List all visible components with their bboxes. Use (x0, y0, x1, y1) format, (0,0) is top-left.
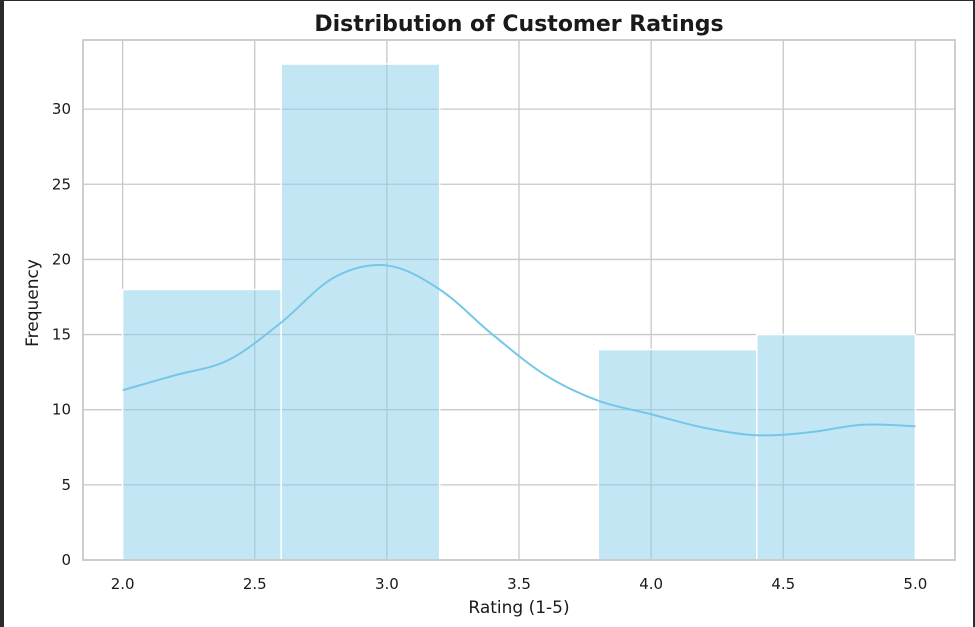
kde-curve-group (122, 263, 916, 437)
y-tick-label: 10 (52, 401, 71, 419)
histogram-bar (121, 288, 282, 561)
x-tick-label: 4.5 (771, 575, 795, 593)
y-tick-label: 30 (52, 100, 71, 118)
y-tick-label: 0 (61, 551, 71, 569)
y-tick-label: 15 (52, 326, 71, 344)
histogram-bars (121, 63, 917, 561)
y-tick-label: 20 (52, 250, 71, 268)
histogram-bar (280, 63, 441, 561)
x-tick-label: 4.0 (639, 575, 663, 593)
x-tick-label: 2.5 (243, 575, 267, 593)
kde-curve (122, 263, 916, 437)
histogram-bar (756, 333, 917, 561)
chart-title: Distribution of Customer Ratings (314, 12, 723, 37)
x-tick-label: 5.0 (903, 575, 927, 593)
x-tick-labels: 2.0 2.5 3.0 3.5 4.0 4.5 5.0 (111, 575, 928, 593)
y-tick-labels: 0 5 10 15 20 25 30 (52, 100, 71, 569)
x-tick-label: 3.0 (375, 575, 399, 593)
plot-frame (82, 39, 956, 561)
x-tick-label: 2.0 (111, 575, 135, 593)
y-tick-label: 25 (52, 175, 71, 193)
histogram-bar (597, 348, 758, 561)
x-tick-label: 3.5 (507, 575, 531, 593)
plot-border (82, 39, 956, 561)
histogram-chart: Distribution of Customer Ratings Rating … (23, 12, 956, 618)
y-tick-label: 5 (61, 476, 71, 494)
x-axis-label: Rating (1-5) (468, 598, 569, 618)
y-axis-label: Frequency (23, 259, 43, 347)
